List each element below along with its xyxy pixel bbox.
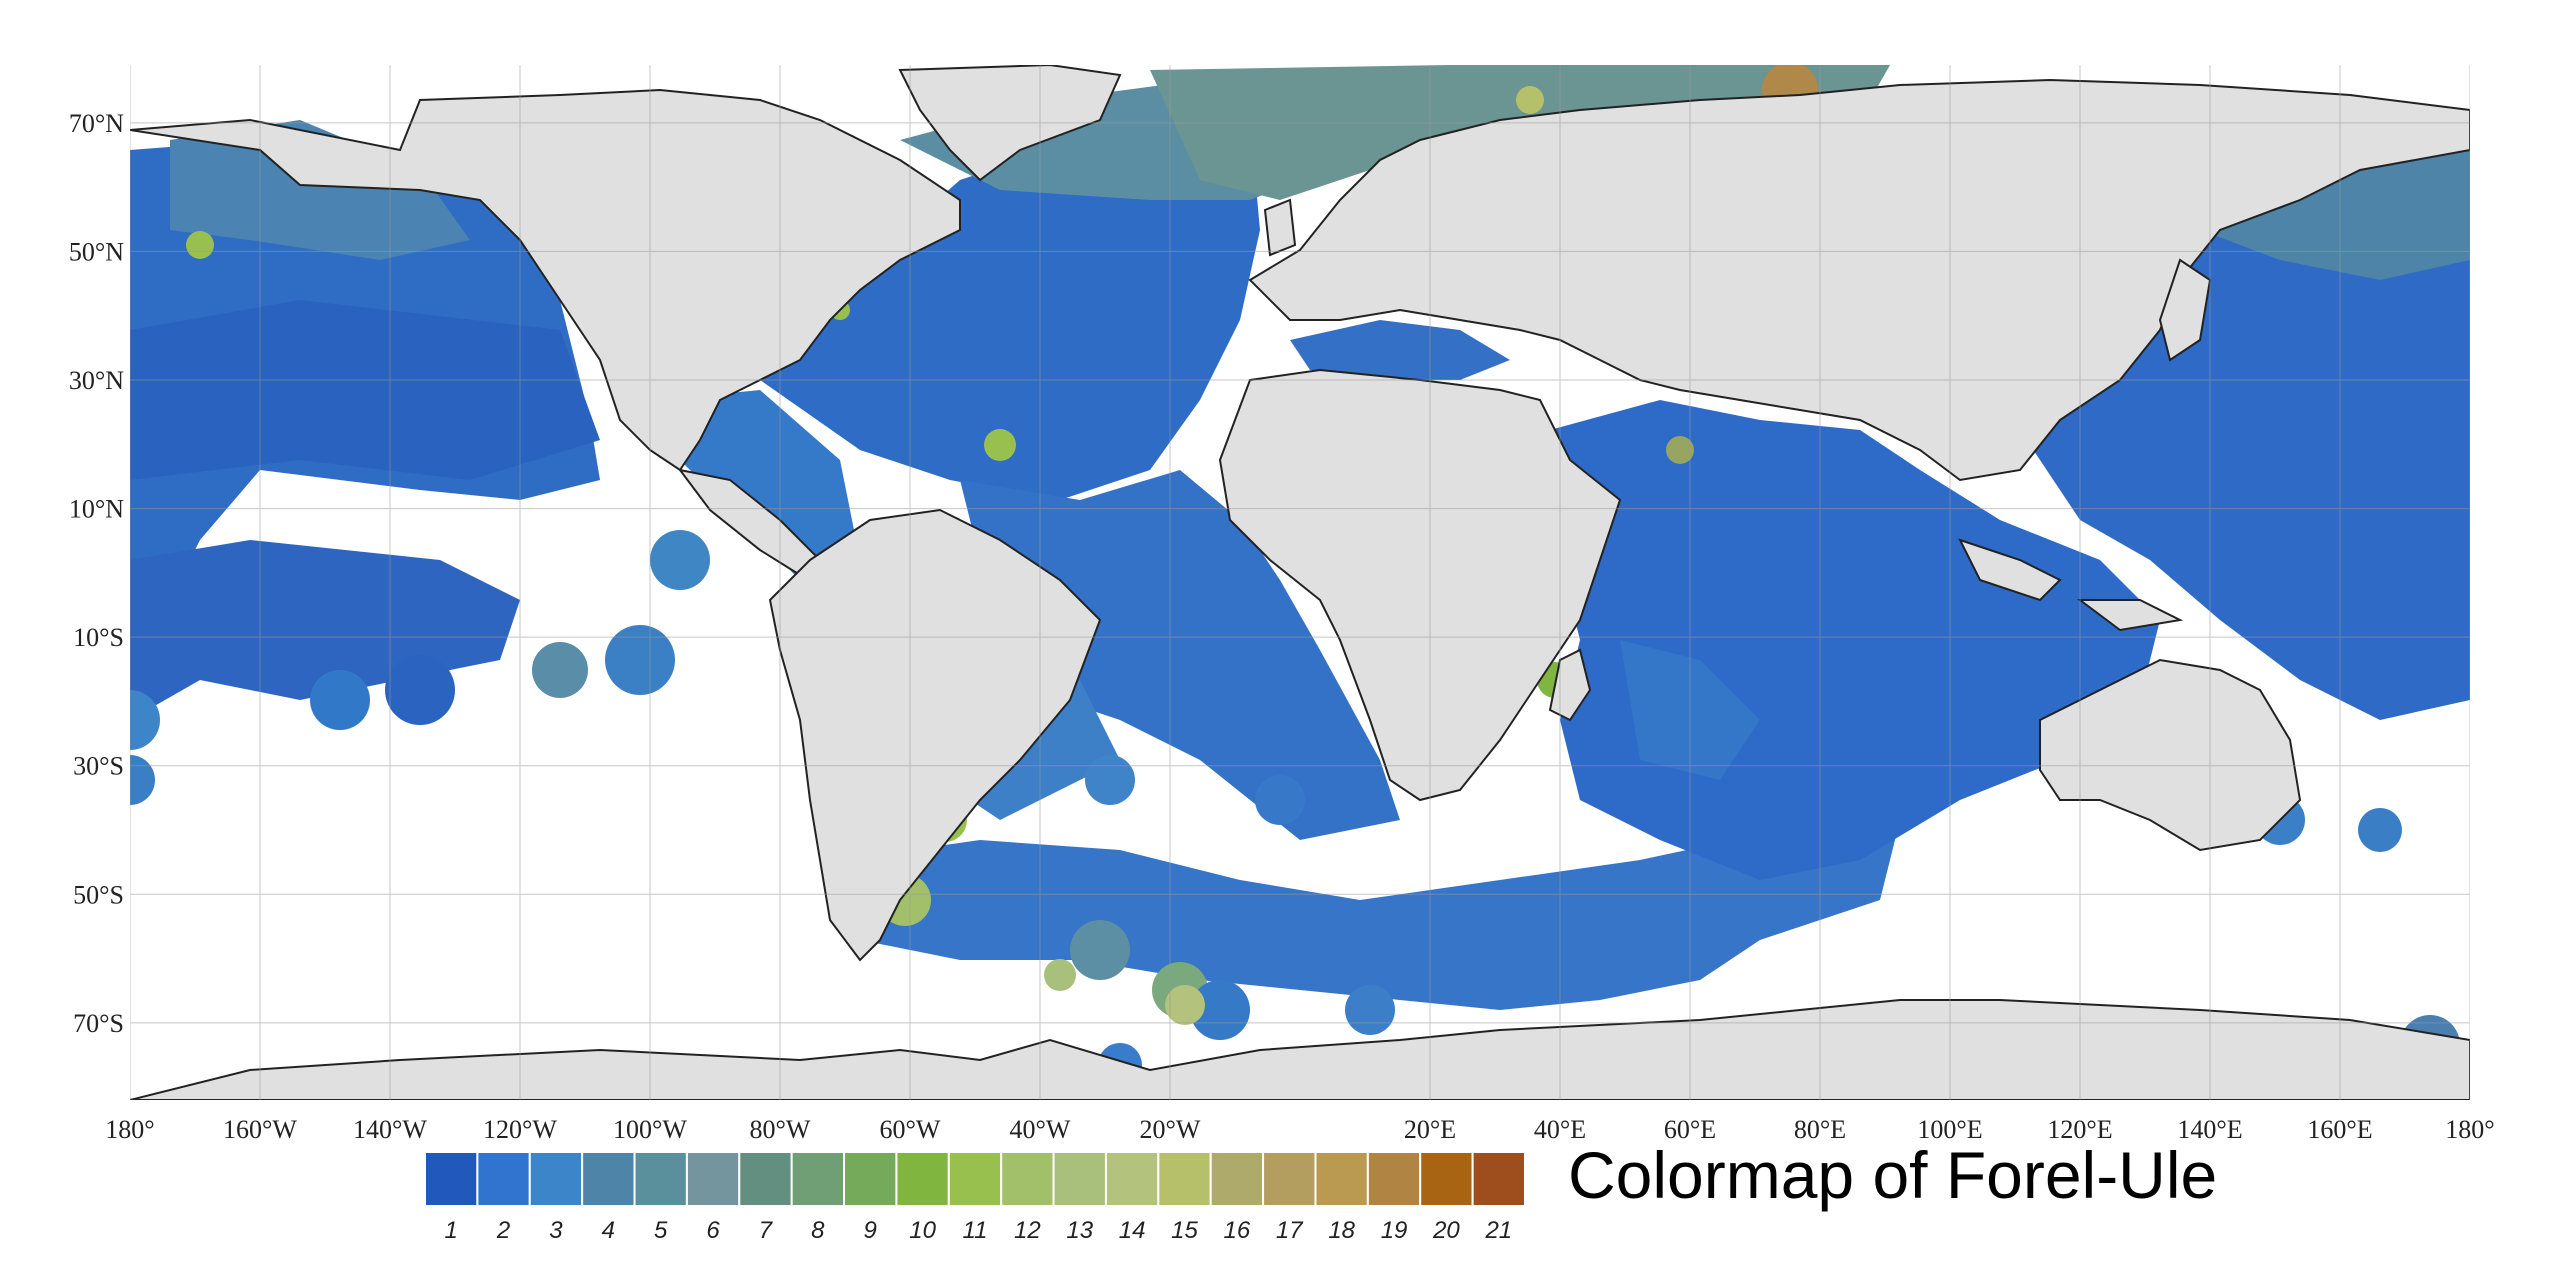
lat-tick-label: 50°N: [69, 237, 124, 266]
legend-swatch: [1471, 1151, 1526, 1207]
lat-tick-label: 30°N: [69, 366, 124, 395]
legend-class-label: 6: [706, 1217, 720, 1244]
lon-tick-label: 60°W: [880, 1115, 941, 1144]
legend-swatch: [685, 1151, 741, 1207]
ocean-fu-coverage: [130, 65, 2470, 1087]
lon-tick-label: 120°W: [483, 1115, 557, 1144]
legend-swatch: [947, 1151, 1003, 1207]
legend-class-label: 17: [1276, 1217, 1304, 1244]
legend-swatch: [1052, 1151, 1107, 1207]
legend-class-label: 11: [963, 1217, 988, 1244]
latitude-axis: 70°N 50°N 30°N 10°N 10°S 30°S 50°S 70°S: [69, 109, 124, 1038]
lon-tick-label: 160°W: [223, 1115, 297, 1144]
legend-swatch: [528, 1151, 584, 1207]
lon-tick-label: 20°W: [1140, 1115, 1201, 1144]
legend-class-label: 18: [1328, 1217, 1355, 1244]
lon-tick-label: 100°W: [613, 1115, 687, 1144]
legend-swatch: [1314, 1151, 1369, 1207]
legend-class-label: 3: [549, 1217, 563, 1244]
north-america: [130, 88, 961, 472]
legend-swatch: [1157, 1151, 1212, 1207]
legend-swatch: [1209, 1151, 1265, 1207]
lat-tick-label: 10°S: [73, 623, 124, 652]
legend-swatch: [581, 1151, 636, 1207]
legend-swatch: [895, 1151, 950, 1207]
lat-tick-label: 10°N: [69, 495, 124, 524]
legend-swatch: [843, 1151, 898, 1207]
legend-class-label: 15: [1171, 1217, 1198, 1244]
forel-ule-legend: 1 2 3 4 5 6 7 8 9 10 11 12 13 14 15 16 17 18 19 20 21: [424, 1151, 1526, 1244]
australia: [2039, 658, 2302, 852]
lat-tick-label: 30°S: [73, 752, 124, 781]
legend-class-label: 16: [1224, 1217, 1251, 1244]
lon-tick-label: 40°E: [1534, 1115, 1586, 1144]
legend-class-label: 20: [1432, 1217, 1460, 1244]
lon-tick-label: 180°: [105, 1115, 154, 1144]
legend-class-label: 12: [1014, 1217, 1041, 1244]
legend-class-label: 13: [1066, 1217, 1093, 1244]
lon-tick-label: 40°W: [1010, 1115, 1071, 1144]
longitude-axis: 180° 160°W 140°W 120°W 100°W 80°W 60°W 40°W 20°W…: [105, 1115, 2494, 1144]
legend-class-label: 9: [864, 1217, 877, 1244]
legend-swatch: [738, 1151, 793, 1207]
legend-swatch: [476, 1151, 531, 1207]
land-masses: [130, 65, 2470, 1100]
lon-tick-label: 180°: [2445, 1115, 2494, 1144]
legend-class-label: 10: [909, 1217, 936, 1244]
lon-tick-label: 140°W: [353, 1115, 427, 1144]
legend-swatch: [1104, 1151, 1160, 1207]
legend-swatch: [633, 1151, 688, 1207]
legend-swatch: [1419, 1151, 1474, 1207]
antarctica: [130, 999, 2470, 1100]
graticule: [130, 65, 2470, 1100]
legend-swatch: [1262, 1151, 1317, 1207]
legend-class-label: 5: [654, 1217, 668, 1244]
legend-class-label: 19: [1381, 1217, 1408, 1244]
south-america: [768, 508, 1102, 962]
legend-class-label: 21: [1484, 1217, 1512, 1244]
legend-swatch: [1000, 1151, 1055, 1207]
legend-class-label: 4: [602, 1217, 615, 1244]
legend-title: Colormap of Forel-Ule: [1568, 1138, 2217, 1212]
lat-tick-label: 50°S: [73, 880, 124, 909]
legend-class-label: 14: [1119, 1217, 1146, 1244]
legend-class-label: 8: [811, 1217, 825, 1244]
lon-tick-label: 80°E: [1794, 1115, 1846, 1144]
legend-swatch: [790, 1151, 846, 1207]
lon-tick-label: 20°E: [1404, 1115, 1456, 1144]
lon-tick-label: 100°E: [1917, 1115, 1982, 1144]
lat-tick-label: 70°N: [69, 109, 124, 138]
legend-class-label: 7: [759, 1217, 774, 1244]
lat-tick-label: 70°S: [73, 1009, 124, 1038]
legend-class-label: 1: [445, 1217, 458, 1244]
legend-swatch: [1366, 1151, 1422, 1207]
lon-tick-label: 120°E: [2047, 1115, 2112, 1144]
lon-tick-label: 160°E: [2307, 1115, 2372, 1144]
legend-swatch: [424, 1151, 479, 1207]
lon-tick-label: 80°W: [750, 1115, 811, 1144]
lon-tick-label: 60°E: [1664, 1115, 1716, 1144]
africa: [1218, 368, 1622, 802]
legend-class-label: 2: [496, 1217, 510, 1244]
lon-tick-label: 140°E: [2177, 1115, 2242, 1144]
